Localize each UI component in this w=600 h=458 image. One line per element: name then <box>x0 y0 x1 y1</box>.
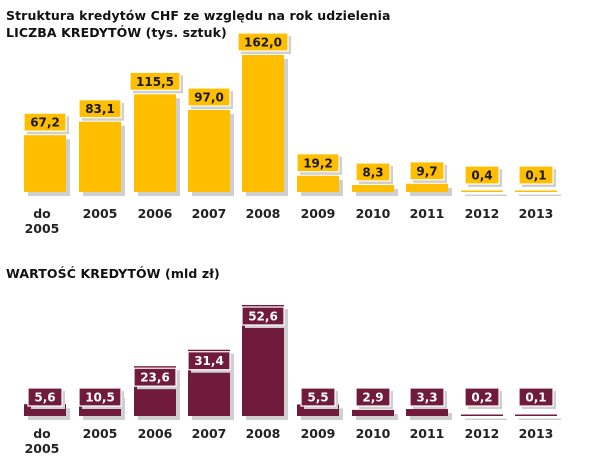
x-tick-label: 2012 <box>465 206 500 221</box>
bar-shadow <box>519 194 561 196</box>
x-tick-label: 2008 <box>246 206 281 221</box>
data-label-box <box>23 112 67 132</box>
bar-shadow <box>519 418 561 420</box>
data-label: 0,1 <box>525 391 546 405</box>
bar-5 <box>297 175 339 192</box>
data-label: 23,6 <box>140 371 170 385</box>
bar-9 <box>515 414 557 416</box>
data-label: 8,3 <box>362 165 383 179</box>
data-label: 0,2 <box>471 391 492 405</box>
data-label-box <box>187 87 231 107</box>
bar-shadow <box>356 413 398 420</box>
bar-6 <box>352 184 394 192</box>
x-tick-label: 2006 <box>138 206 173 221</box>
bar-8 <box>461 190 503 192</box>
x-tick-label: do <box>33 426 51 441</box>
bar-shadow <box>410 413 452 420</box>
data-label-box <box>296 153 340 173</box>
data-label-box <box>518 387 554 407</box>
data-label: 31,4 <box>194 354 224 368</box>
bar-1 <box>79 121 121 192</box>
bar-9 <box>515 190 557 192</box>
data-label-box <box>355 162 391 182</box>
bar-0 <box>24 135 66 192</box>
data-label: 115,5 <box>136 75 174 89</box>
data-label-box <box>133 367 177 387</box>
data-label: 67,2 <box>30 116 60 130</box>
x-tick-label: 2009 <box>301 426 336 441</box>
data-label: 5,5 <box>307 391 328 405</box>
data-label-box <box>27 387 63 407</box>
value-bar-chart: 5,6do200510,5200523,6200631,4200752,6200… <box>24 305 561 456</box>
data-label: 83,1 <box>85 102 115 116</box>
data-label-box <box>187 351 231 371</box>
x-tick-label: 2011 <box>410 426 445 441</box>
chart-title: Struktura kredytów CHF ze względu na rok… <box>6 8 391 23</box>
data-label-box <box>464 387 500 407</box>
x-tick-label: 2012 <box>465 426 500 441</box>
x-tick-label: 2013 <box>519 426 554 441</box>
x-tick-label: do <box>33 206 51 221</box>
x-tick-label: 2005 <box>83 426 118 441</box>
x-tick-label: 2006 <box>138 426 173 441</box>
bar-7 <box>406 183 448 192</box>
data-label: 0,1 <box>525 169 546 183</box>
x-tick-label: 2009 <box>301 206 336 221</box>
x-tick-label: 2007 <box>192 426 227 441</box>
data-label-box <box>355 387 391 407</box>
x-tick-label: 2007 <box>192 206 227 221</box>
x-tick-label: 2013 <box>519 206 554 221</box>
data-label-box <box>409 387 445 407</box>
data-label-box <box>300 387 336 407</box>
bar-5 <box>297 404 339 416</box>
bar-6 <box>352 409 394 416</box>
data-label-box <box>409 161 445 181</box>
data-label: 97,0 <box>194 90 224 104</box>
data-label-box <box>78 99 122 119</box>
data-label: 19,2 <box>303 156 333 170</box>
value-chart-title: WARTOŚĆ KREDYTÓW (mld zł) <box>6 266 220 281</box>
data-label-box <box>241 306 285 326</box>
data-label: 0,4 <box>471 169 492 183</box>
data-label-box <box>518 165 554 185</box>
data-label: 10,5 <box>85 391 115 405</box>
bar-0 <box>24 404 66 416</box>
bar-2 <box>134 94 176 192</box>
x-tick-label: 2005 <box>25 221 60 236</box>
data-label: 9,7 <box>416 164 437 178</box>
count-bar-chart: 67,2do200583,12005115,5200697,02007162,0… <box>23 32 561 236</box>
bar-3 <box>188 109 230 192</box>
bar-shadow <box>356 188 398 196</box>
bar-7 <box>406 409 448 416</box>
data-label-box <box>129 71 181 91</box>
bar-shadow <box>465 194 507 196</box>
data-label: 2,9 <box>362 391 383 405</box>
count-chart-title: LICZBA KREDYTÓW (tys. sztuk) <box>6 25 227 40</box>
data-label-box <box>464 165 500 185</box>
bar-shadow <box>465 418 507 420</box>
data-label: 162,0 <box>244 36 282 50</box>
bar-4 <box>242 55 284 192</box>
data-label: 3,3 <box>416 391 437 405</box>
data-label: 52,6 <box>248 310 278 324</box>
x-tick-label: 2005 <box>25 441 60 456</box>
data-label-box <box>237 32 289 52</box>
x-tick-label: 2011 <box>410 206 445 221</box>
x-tick-label: 2010 <box>356 426 391 441</box>
data-label-box <box>78 387 122 407</box>
bar-8 <box>461 414 503 416</box>
data-label: 5,6 <box>34 391 55 405</box>
x-tick-label: 2005 <box>83 206 118 221</box>
x-tick-label: 2008 <box>246 426 281 441</box>
x-tick-label: 2010 <box>356 206 391 221</box>
